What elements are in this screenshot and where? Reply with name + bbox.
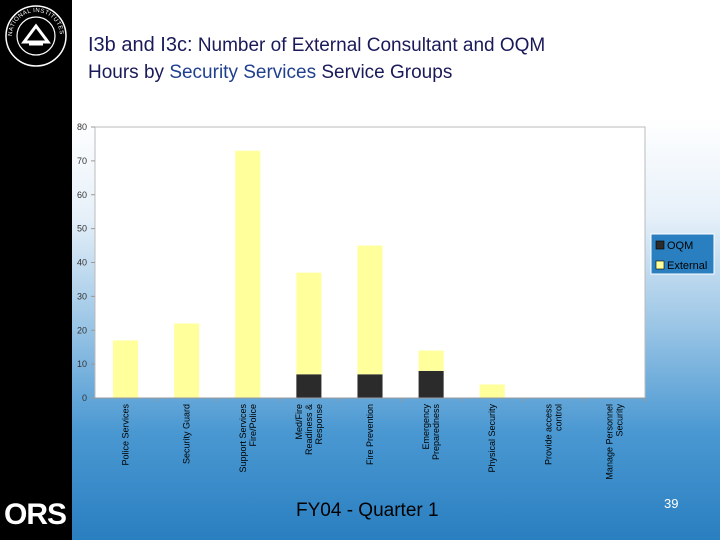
chart-plot: 0 10 20 30 40 50 60 70 80 Police Services Security…	[77, 122, 646, 480]
x-category-label: Support ServicesFire/Police	[238, 404, 258, 473]
sidebar: NATIONAL INSTITUTES OF HEALTH ORS	[0, 0, 72, 540]
x-category-label-line: Security	[614, 404, 624, 437]
title-code: I3b and I3c:	[88, 34, 193, 56]
bar-external	[357, 245, 383, 375]
page-number: 39	[664, 496, 679, 511]
x-category-label-line: Security Guard	[182, 404, 192, 464]
footer-label: FY04 - Quarter 1	[296, 500, 439, 521]
bar-oqm	[296, 374, 322, 398]
nih-seal-icon: NATIONAL INSTITUTES OF HEALTH	[4, 4, 67, 67]
y-tick-label: 40	[77, 258, 87, 268]
legend-swatch	[655, 240, 665, 250]
x-category-label-line: control	[553, 404, 563, 431]
y-tick-label: 70	[77, 156, 87, 166]
title-text-line1: Number of External Consultant and OQM	[197, 35, 546, 56]
x-category-label-line: Fire/Police	[248, 404, 258, 447]
x-category-label-line: Response	[314, 404, 324, 445]
x-category-label-line: Manage Personnel	[604, 404, 614, 480]
x-category-label-line: Readiness &	[304, 404, 314, 455]
x-category-label: Manage PersonnelSecurity	[604, 404, 624, 480]
x-category-label-line: Provide access	[543, 404, 553, 466]
x-category-label-line: Police Services	[121, 404, 131, 466]
bar-external	[479, 384, 505, 398]
x-category-label: Physical Security	[487, 404, 497, 473]
x-category-label-line: Med/Fire	[294, 404, 304, 440]
x-category-label-line: Support Services	[238, 404, 248, 473]
x-category-label: EmergencyPreparedness	[421, 404, 441, 461]
x-category-label: Med/FireReadiness &Response	[294, 404, 324, 455]
y-tick-label: 20	[77, 325, 87, 335]
y-tick-label: 50	[77, 224, 87, 234]
title-text-line2-pre: Hours by	[88, 62, 165, 83]
chart-legend: OQM External	[650, 233, 715, 275]
y-tick-label: 80	[77, 122, 87, 132]
title-highlight: Security Services	[169, 62, 317, 83]
x-category-label-line: Preparedness	[431, 404, 441, 461]
x-category-label-line: Emergency	[421, 404, 431, 450]
legend-label: OQM	[667, 240, 693, 252]
bar-external	[235, 150, 261, 398]
x-category-label-line: Physical Security	[487, 404, 497, 473]
y-tick-label: 0	[82, 393, 87, 403]
ors-logo: ORS	[4, 498, 67, 531]
bar-oqm	[357, 374, 383, 398]
slide-title: I3b and I3c: Number of External Consulta…	[88, 32, 708, 86]
bar-external	[174, 323, 200, 398]
x-category-label-line: Fire Prevention	[365, 404, 375, 465]
bar-external	[113, 340, 139, 398]
bar-external	[296, 272, 322, 375]
title-text-line2-post: Service Groups	[321, 62, 453, 83]
bar-oqm	[418, 370, 444, 398]
y-tick-label: 60	[77, 190, 87, 200]
y-tick-label: 30	[77, 291, 87, 301]
x-category-label: Provide accesscontrol	[543, 404, 563, 466]
legend-swatch	[655, 260, 665, 270]
x-category-label: Security Guard	[182, 404, 192, 464]
x-category-label: Police Services	[121, 404, 131, 466]
legend-label: External	[667, 260, 707, 272]
y-tick-label: 10	[77, 359, 87, 369]
bar-external	[418, 350, 444, 371]
x-category-label: Fire Prevention	[365, 404, 375, 465]
